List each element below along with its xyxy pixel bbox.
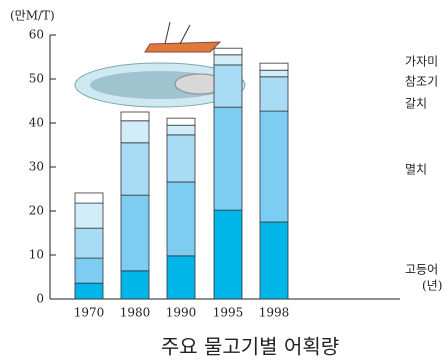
ship-illustration (74, 21, 246, 108)
bar-segment (213, 47, 243, 56)
bar-segment (74, 227, 104, 259)
bar-segment (259, 69, 289, 78)
bar-segment (166, 255, 196, 300)
bar-segment (120, 270, 150, 300)
y-tick-label: 30 (29, 160, 44, 174)
x-tick-label: 1995 (213, 306, 244, 320)
bar-segment (74, 202, 104, 229)
y-axis-label: (만M/T) (10, 9, 55, 23)
x-tick-label: 1998 (259, 306, 290, 320)
legend-label: 참조기 (405, 75, 438, 89)
legend-label: 고등어 (405, 263, 438, 277)
bar-segment (213, 64, 243, 108)
y-tick-label: 0 (36, 292, 44, 306)
bar-segment (259, 62, 289, 71)
bar-segment (166, 124, 196, 136)
y-tick-label: 60 (29, 28, 44, 42)
y-tick-label: 10 (29, 248, 44, 262)
bar-segment (166, 181, 196, 257)
bar-segment (74, 192, 104, 204)
bar-segment (213, 209, 243, 300)
bar-segment (166, 134, 196, 183)
chart-title: 주요 물고기별 어획량 (161, 335, 339, 359)
x-tick-label: 1990 (166, 306, 197, 320)
bar-segment (259, 76, 289, 112)
bar-segment (213, 54, 243, 66)
bar-segment (259, 110, 289, 223)
x-tick-label: 1980 (120, 306, 151, 320)
bar-segment (120, 142, 150, 196)
x-tick-label: 1970 (74, 306, 105, 320)
legend-label: 멸치 (405, 163, 427, 177)
y-tick-label: 40 (29, 116, 44, 130)
bar-segment (120, 120, 150, 144)
legend-label: 가자미 (405, 55, 438, 69)
bar-segment (120, 111, 150, 122)
legend-label: 갈치 (405, 97, 427, 111)
bar-segment (74, 282, 104, 300)
y-tick-label: 20 (29, 204, 44, 218)
y-tick-label: 50 (29, 72, 44, 86)
bar-segment (259, 221, 289, 300)
bar-segment (120, 194, 150, 272)
bar-segment (74, 257, 104, 284)
bar-segment (166, 117, 196, 126)
x-axis-label: (년) (422, 279, 442, 293)
bar-segment (213, 106, 243, 211)
